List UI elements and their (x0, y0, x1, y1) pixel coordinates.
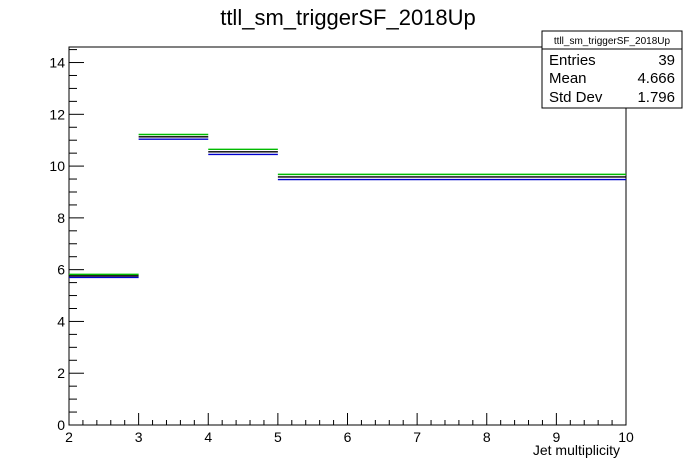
y-tick-label: 10 (49, 158, 65, 174)
stats-stddev-label: Std Dev (549, 89, 603, 106)
x-axis-label: Jet multiplicity (533, 442, 620, 458)
x-tick-label: 2 (65, 429, 73, 445)
chart-title: ttll_sm_triggerSF_2018Up (220, 5, 476, 30)
y-tick-label: 4 (57, 313, 65, 329)
stats-entries-label: Entries (549, 52, 596, 69)
x-axis: 2 3 4 5 6 7 8 9 10 (65, 413, 634, 445)
x-tick-label: 4 (204, 429, 212, 445)
y-axis: 0 2 4 6 8 10 12 14 (49, 49, 84, 433)
stats-stddev-value: 1.796 (637, 89, 675, 106)
x-tick-label: 3 (135, 429, 143, 445)
x-tick-label: 9 (552, 429, 560, 445)
y-tick-label: 12 (49, 106, 65, 122)
x-tick-label: 7 (413, 429, 421, 445)
x-tick-label: 8 (483, 429, 491, 445)
y-tick-label: 6 (57, 262, 65, 278)
y-tick-label: 2 (57, 365, 65, 381)
histogram-bins (69, 133, 626, 279)
stats-title: ttll_sm_triggerSF_2018Up (554, 36, 671, 47)
y-tick-label: 8 (57, 210, 65, 226)
stats-box: ttll_sm_triggerSF_2018Up Entries 39 Mean… (541, 30, 683, 109)
stats-mean-label: Mean (549, 70, 587, 87)
y-tick-label: 14 (49, 55, 65, 71)
x-tick-label: 5 (274, 429, 282, 445)
y-tick-label: 0 (57, 417, 65, 433)
stats-mean-value: 4.666 (637, 70, 675, 87)
x-tick-label: 6 (344, 429, 352, 445)
x-tick-label: 10 (618, 429, 634, 445)
stats-entries-value: 39 (658, 52, 675, 69)
